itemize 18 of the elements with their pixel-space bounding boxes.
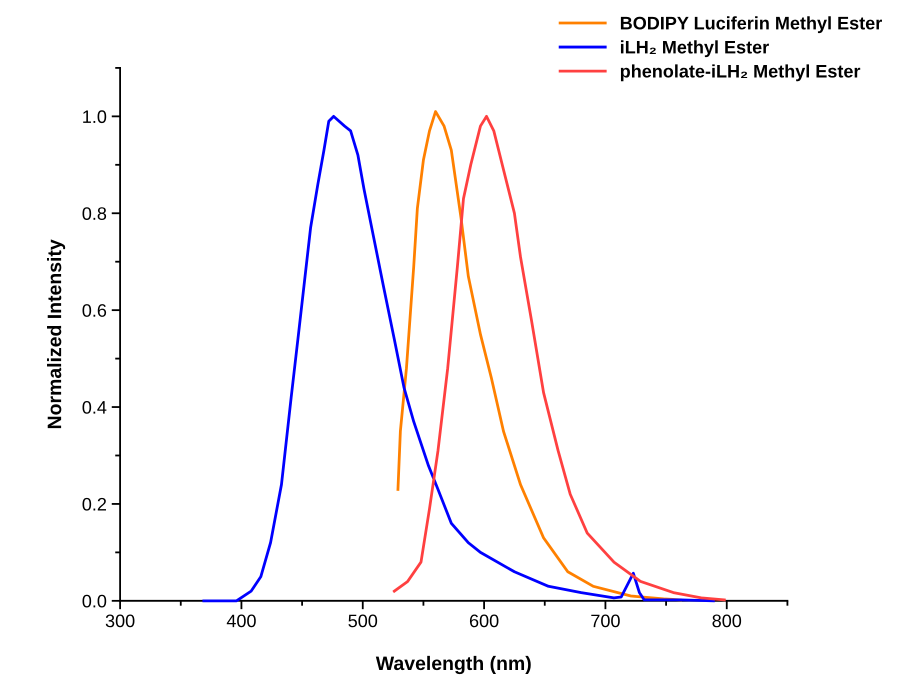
x-tick-label: 400 <box>226 614 256 628</box>
x-tick-label: 800 <box>712 614 742 628</box>
legend-label: phenolate-iLH₂ Methyl Ester <box>620 64 860 82</box>
y-axis-title: Normalized Intensity <box>47 239 66 428</box>
x-tick-label: 600 <box>470 614 498 628</box>
x-tick-label: 500 <box>348 614 378 628</box>
legend-label: BODIPY Luciferin Methyl Ester <box>620 16 882 34</box>
y-tick-label: 0.8 <box>82 207 106 220</box>
y-tick-label: 0.6 <box>82 304 106 317</box>
y-tick-label: 0.0 <box>82 594 106 608</box>
x-axis-title: Wavelength (nm) <box>376 656 531 674</box>
x-tick-label: 300 <box>106 614 134 628</box>
y-tick-label: 1.0 <box>83 110 106 124</box>
legend-label: iLH₂ Methyl Ester <box>620 40 769 58</box>
y-tick-label: 0.4 <box>82 400 106 414</box>
line-series <box>202 114 715 602</box>
x-tick-label: 700 <box>591 614 620 628</box>
y-tick-label: 0.2 <box>82 498 106 511</box>
